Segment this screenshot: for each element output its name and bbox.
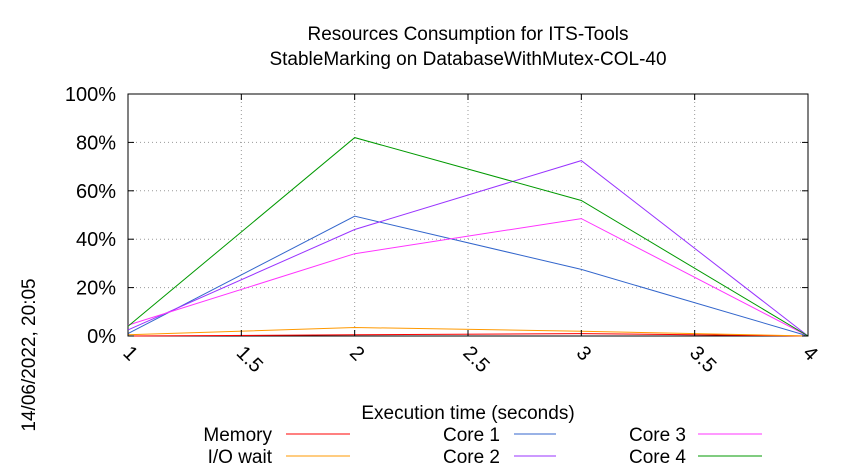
x-tick-label: 2 (345, 342, 368, 365)
grid (128, 94, 808, 336)
legend-label: Core 1 (443, 425, 500, 446)
x-axis-label: Execution time (seconds) (361, 403, 574, 424)
chart-title-line2: StableMarking on DatabaseWithMutex-COL-4… (269, 49, 666, 70)
x-tick-label: 1 (118, 342, 141, 365)
y-tick-label: 0% (87, 326, 116, 348)
y-tick-label: 60% (76, 181, 116, 203)
series-line-core-1 (127, 215, 809, 337)
series-line-core-3 (127, 218, 809, 337)
x-tick-label: 2.5 (458, 342, 493, 377)
legend-label: Core 3 (629, 425, 686, 446)
x-tick-label: 1.5 (232, 342, 267, 377)
series-line-core-2 (127, 160, 809, 337)
legend-label: Core 4 (629, 447, 686, 468)
chart-title-line1: Resources Consumption for ITS-Tools (307, 24, 628, 45)
legend-label: Memory (203, 425, 272, 446)
y-tick-label: 40% (76, 229, 116, 251)
x-tick-label: 4 (798, 342, 821, 365)
y-tick-label: 100% (65, 84, 116, 106)
y-tick-label: 80% (76, 132, 116, 154)
x-tick-label: 3.5 (685, 342, 720, 377)
x-tick-label: 3 (572, 342, 595, 365)
legend-label: Core 2 (443, 447, 500, 468)
legend-label: I/O wait (208, 447, 273, 468)
y-tick-label: 20% (76, 278, 116, 300)
timestamp-label: 14/06/2022, 20:05 (19, 278, 40, 431)
series-line-core-4 (127, 137, 809, 337)
